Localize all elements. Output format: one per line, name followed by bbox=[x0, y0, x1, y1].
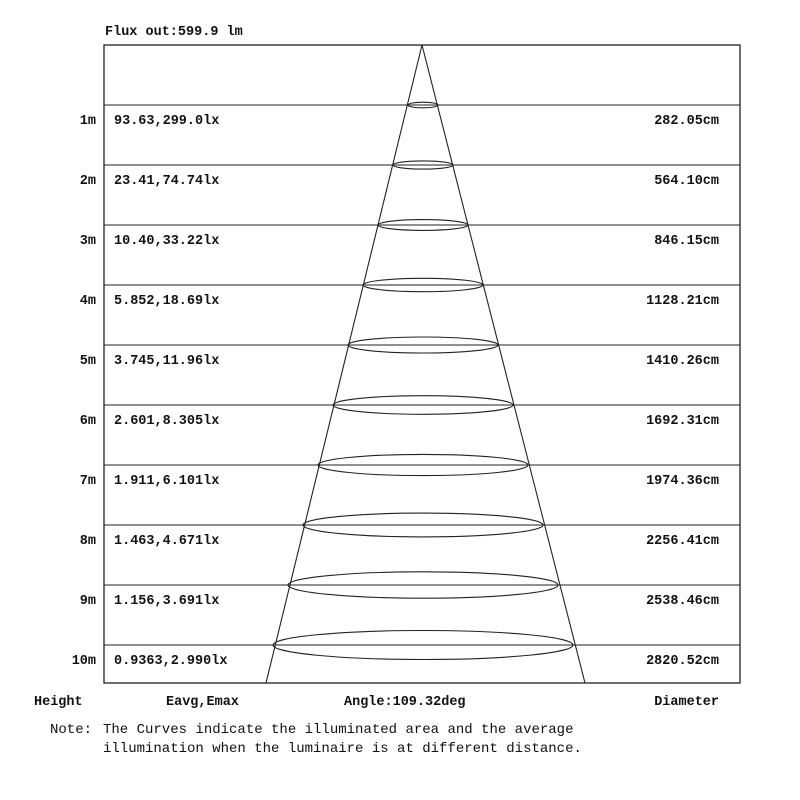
illuminated-area-ellipse bbox=[407, 101, 439, 109]
row-diameter-value: 2538.46cm bbox=[646, 594, 719, 609]
row-height-label: 5m bbox=[80, 354, 96, 369]
illuminated-area-ellipse bbox=[272, 629, 574, 661]
illuminated-area-ellipse bbox=[317, 453, 529, 477]
note-prefix: Note: bbox=[50, 722, 92, 738]
row-diameter-value: 1692.31cm bbox=[646, 414, 719, 429]
row-illuminance-value: 23.41,74.74lx bbox=[114, 174, 219, 189]
distance-rows: 1m 93.63,299.0lx 282.05cm 2m 23.41,74.74lx 56… bbox=[72, 101, 740, 669]
row-illuminance-value: 0.9363,2.990lx bbox=[114, 654, 227, 669]
height-column-label: Height bbox=[34, 695, 83, 710]
row-height-label: 8m bbox=[80, 534, 96, 549]
row-diameter-value: 846.15cm bbox=[654, 234, 719, 249]
row-illuminance-value: 2.601,8.305lx bbox=[114, 414, 219, 429]
row-illuminance-value: 1.156,3.691lx bbox=[114, 594, 219, 609]
illuminated-area-ellipse bbox=[347, 336, 499, 354]
cone-left-edge bbox=[265, 44, 423, 684]
note-line-2: illumination when the luminaire is at di… bbox=[103, 741, 582, 757]
row-diameter-value: 1974.36cm bbox=[646, 474, 719, 489]
row-height-label: 3m bbox=[80, 234, 96, 249]
cone-right-edge bbox=[421, 44, 586, 684]
row-height-label: 4m bbox=[80, 294, 96, 309]
row-illuminance-value: 93.63,299.0lx bbox=[114, 114, 219, 129]
row-illuminance-value: 5.852,18.69lx bbox=[114, 294, 219, 309]
row-diameter-value: 1410.26cm bbox=[646, 354, 719, 369]
row-height-label: 1m bbox=[80, 114, 96, 129]
row-diameter-value: 1128.21cm bbox=[646, 294, 719, 309]
row-height-label: 2m bbox=[80, 174, 96, 189]
row-height-label: 6m bbox=[80, 414, 96, 429]
row-diameter-value: 282.05cm bbox=[654, 114, 719, 129]
row-illuminance-value: 10.40,33.22lx bbox=[114, 234, 219, 249]
diameter-column-label: Diameter bbox=[654, 695, 719, 710]
flux-out-label: Flux out:599.9 lm bbox=[105, 25, 243, 40]
row-height-label: 7m bbox=[80, 474, 96, 489]
note-line-1: The Curves indicate the illuminated area… bbox=[103, 722, 573, 738]
beam-angle-label: Angle:109.32deg bbox=[344, 695, 466, 710]
illuminated-area-ellipse bbox=[287, 571, 559, 599]
eavg-emax-column-label: Eavg,Emax bbox=[166, 695, 239, 710]
row-diameter-value: 2820.52cm bbox=[646, 654, 719, 669]
row-diameter-value: 564.10cm bbox=[654, 174, 719, 189]
illuminated-area-ellipse bbox=[332, 395, 514, 415]
row-height-label: 10m bbox=[72, 654, 96, 669]
row-height-label: 9m bbox=[80, 594, 96, 609]
illuminated-area-ellipse bbox=[302, 512, 544, 538]
row-diameter-value: 2256.41cm bbox=[646, 534, 719, 549]
row-illuminance-value: 1.463,4.671lx bbox=[114, 534, 219, 549]
row-illuminance-value: 3.745,11.96lx bbox=[114, 354, 219, 369]
row-illuminance-value: 1.911,6.101lx bbox=[114, 474, 219, 489]
